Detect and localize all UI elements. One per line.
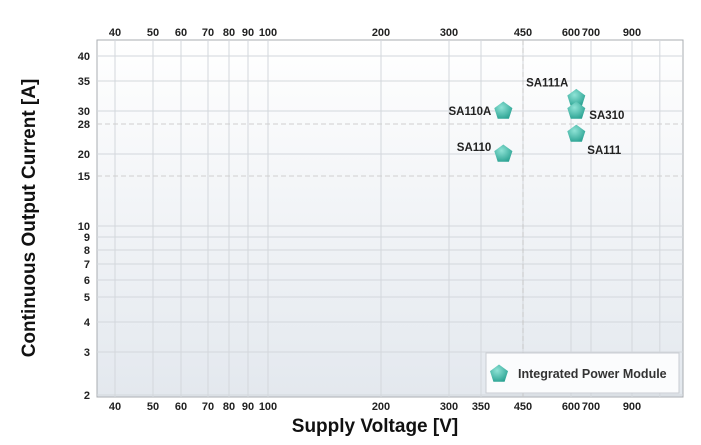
x-tick-label: 100: [259, 401, 277, 413]
data-point-sa310: [567, 101, 586, 119]
data-point-sa110: [494, 144, 513, 162]
x-tick-label: 80: [223, 401, 235, 413]
data-label: SA111: [587, 145, 621, 157]
x-top-tick-label: 100: [259, 27, 277, 39]
x-tick-label: 350: [472, 401, 490, 413]
legend-pentagon-icon: [490, 364, 508, 382]
data-points: SA110A SA110 SA111A SA310 SA111: [448, 77, 624, 162]
x-top-tick-label: 600: [562, 27, 580, 39]
data-label: SA110: [457, 142, 492, 154]
y-tick-label: 28: [78, 119, 90, 131]
x-tick-label: 40: [109, 401, 121, 413]
x-tick-label: 700: [582, 401, 600, 413]
y-tick-label: 40: [78, 51, 90, 63]
data-label: SA310: [589, 110, 624, 122]
x-top-tick-label: 90: [242, 27, 254, 39]
x-tick-label: 50: [147, 401, 159, 413]
x-axis-title: Supply Voltage [V]: [292, 416, 458, 437]
y-tick-label: 3: [84, 347, 90, 359]
data-label: SA111A: [526, 77, 568, 89]
x-tick-label: 200: [372, 401, 390, 413]
y-axis-title: Continuous Output Current [A]: [19, 79, 40, 358]
x-tick-label: 70: [202, 401, 214, 413]
data-point-sa111: [567, 124, 586, 142]
y-tick-label: 5: [84, 292, 90, 304]
y-tick-label: 8: [84, 245, 90, 257]
x-top-tick-label: 300: [440, 27, 458, 39]
legend-box: [485, 352, 680, 394]
x-top-tick-label: 40: [109, 27, 121, 39]
x-tick-label: 90: [242, 401, 254, 413]
x-top-tick-label: 900: [623, 27, 641, 39]
y-tick-label: 6: [84, 275, 90, 287]
y-tick-label: 7: [84, 259, 90, 271]
x-top-tick-label: 450: [514, 27, 532, 39]
legend-label: Integrated Power Module: [518, 367, 667, 381]
data-point-sa110a: [494, 101, 513, 119]
y-tick-label: 30: [78, 106, 90, 118]
y-tick-label: 20: [78, 149, 90, 161]
y-tick-label: 15: [78, 171, 90, 183]
data-point-sa111a: [567, 88, 586, 107]
x-top-tick-label: 700: [582, 27, 600, 39]
x-top-tick-label: 80: [223, 27, 235, 39]
x-top-tick-label: 60: [175, 27, 187, 39]
x-tick-label: 450: [514, 401, 532, 413]
y-tick-label: 2: [84, 390, 90, 402]
y-tick-label: 35: [78, 76, 90, 88]
data-label: SA110A: [448, 106, 491, 118]
y-tick-label: 9: [84, 232, 90, 244]
y-tick-label: 10: [78, 221, 90, 233]
x-top-tick-label: 50: [147, 27, 159, 39]
x-tick-label: 300: [440, 401, 458, 413]
x-top-tick-label: 200: [372, 27, 390, 39]
y-tick-label: 4: [84, 317, 91, 329]
x-tick-label: 60: [175, 401, 187, 413]
legend: Integrated Power Module: [485, 352, 680, 394]
x-tick-label: 600: [562, 401, 580, 413]
x-tick-label: 900: [623, 401, 641, 413]
x-top-tick-label: 70: [202, 27, 214, 39]
plot-area: [96, 39, 684, 398]
